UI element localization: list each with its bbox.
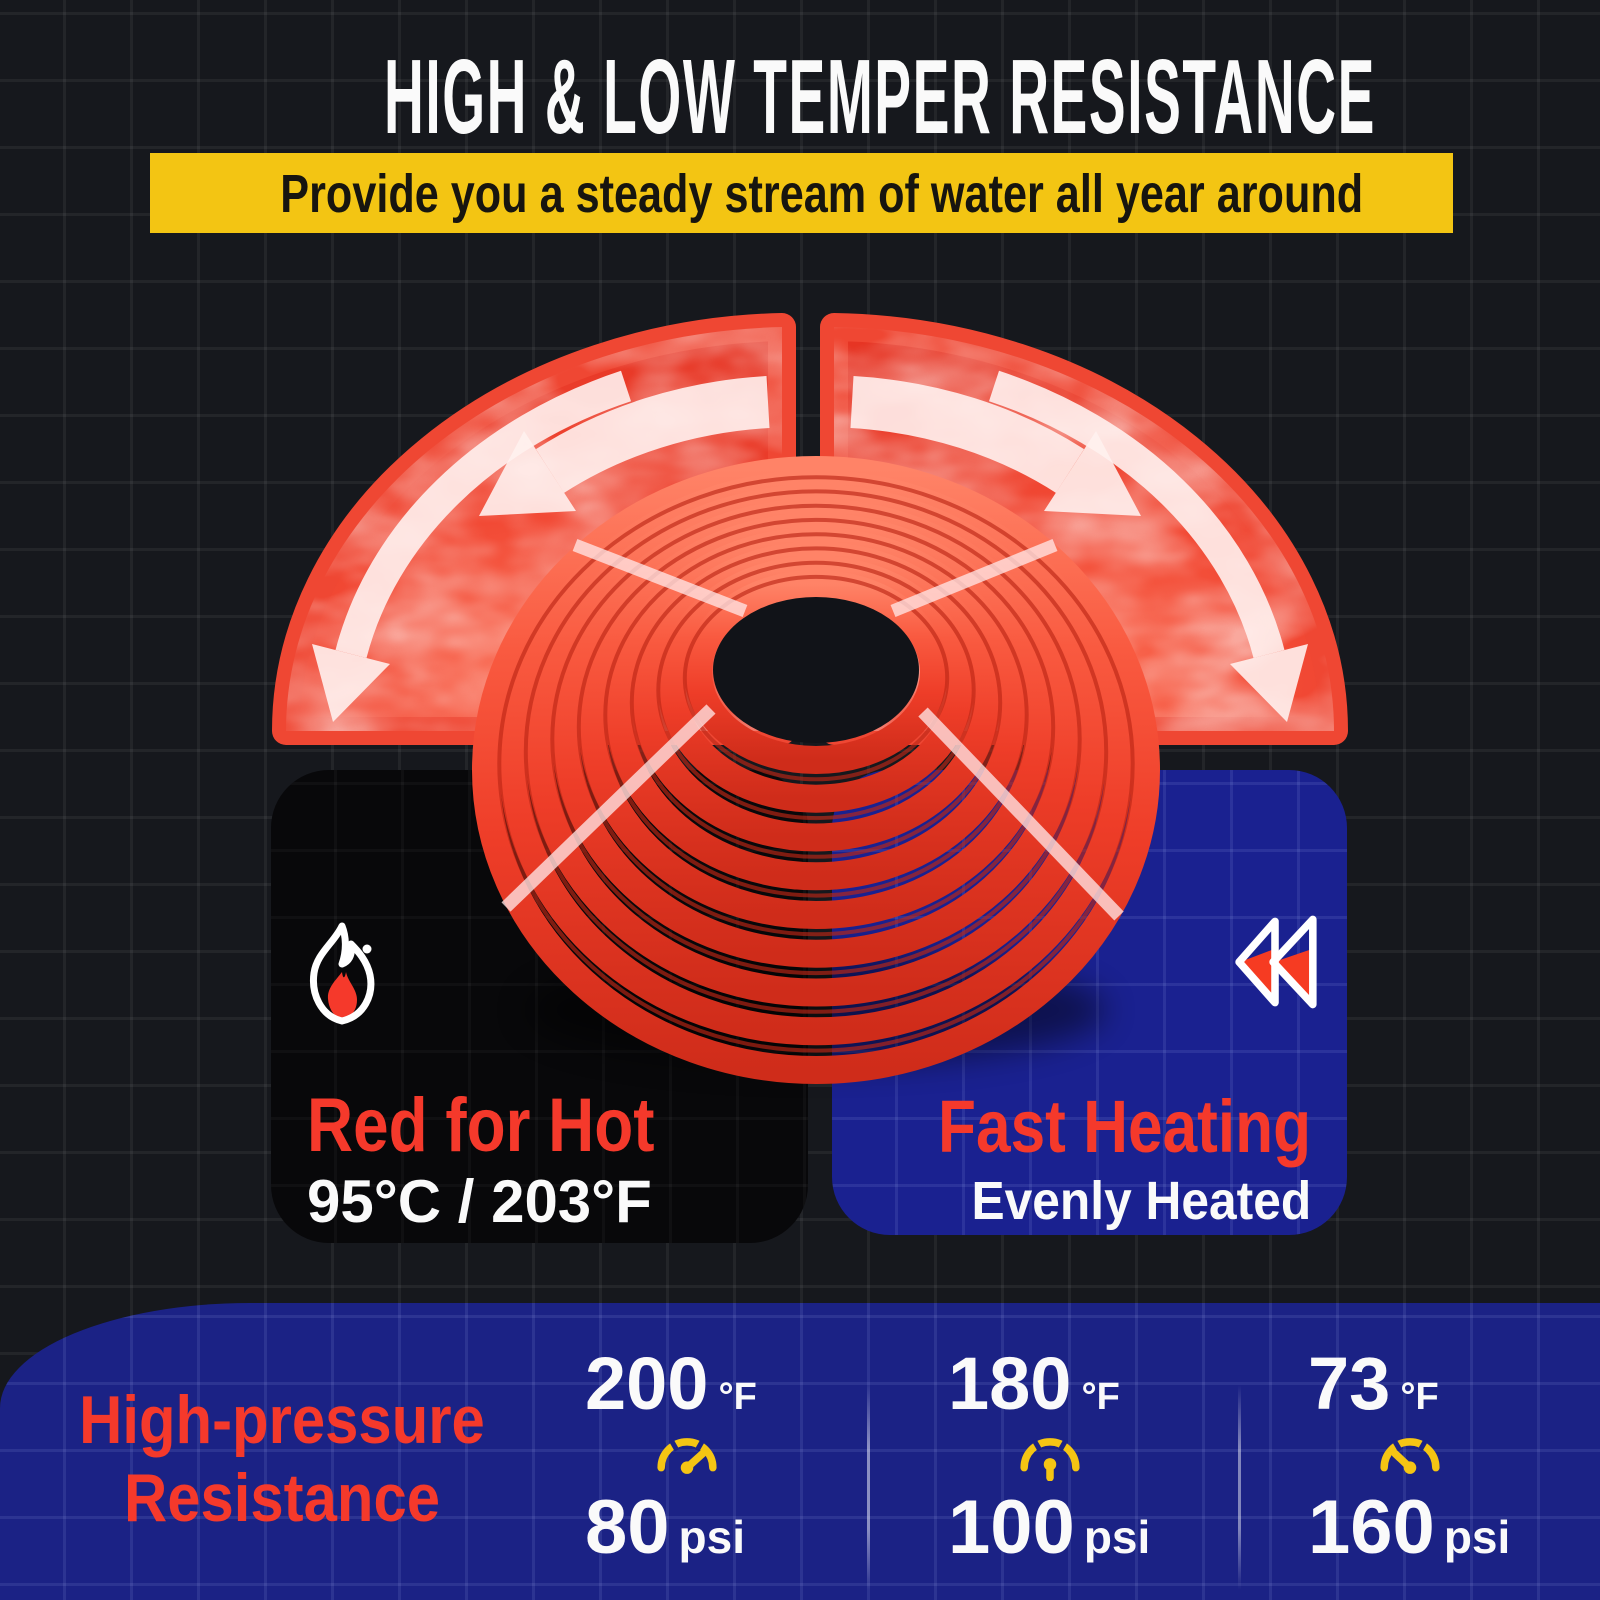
gauge-icon (1020, 1438, 1080, 1481)
hot-card-temp: 95°C / 203°F (307, 1168, 652, 1235)
fast-card: Fast Heating Evenly Heated (832, 770, 1347, 1235)
hot-card-title: Red for Hot (307, 1083, 655, 1168)
pressure-value: 100 (948, 1485, 1075, 1570)
pressure-unit: psi (1443, 1511, 1511, 1563)
page-title: HIGH & LOW TEMPER RESISTANCE (384, 38, 1376, 156)
pressure-value: 80 (585, 1485, 670, 1570)
column-divider (867, 1385, 870, 1590)
fast-card-title: Fast Heating (937, 1085, 1311, 1168)
pressure-unit: psi (678, 1511, 746, 1563)
gauge-icon (1380, 1438, 1440, 1474)
flame-icon (309, 922, 375, 1025)
subtitle-text: Provide you a steady stream of water all… (280, 164, 1364, 224)
rewind-icon (1235, 915, 1317, 1009)
temp-unit: °F (1081, 1376, 1120, 1418)
pressure-value: 160 (1308, 1485, 1435, 1570)
pressure-label: High-pressure Resistance (34, 1381, 530, 1537)
pressure-unit: psi (1083, 1511, 1151, 1563)
pressure-label-line2: Resistance (123, 1460, 441, 1536)
hot-card: Red for Hot 95°C / 203°F (271, 770, 808, 1243)
temp-value: 180 (948, 1342, 1072, 1425)
spec-column: 200 °F 80 psi (585, 1342, 757, 1570)
temp-unit: °F (1400, 1376, 1439, 1418)
subtitle-banner: Provide you a steady stream of water all… (150, 153, 1453, 233)
temp-value: 200 (585, 1342, 709, 1425)
temp-value: 73 (1308, 1342, 1391, 1425)
gauge-icon (657, 1438, 717, 1474)
pressure-label-line1: High-pressure (79, 1382, 485, 1458)
temp-unit: °F (718, 1376, 757, 1418)
fast-card-subtitle: Evenly Heated (971, 1171, 1311, 1231)
column-divider (1238, 1385, 1241, 1590)
spec-column: 180 °F 100 psi (948, 1342, 1150, 1570)
spec-column: 73 °F 160 psi (1308, 1342, 1510, 1570)
